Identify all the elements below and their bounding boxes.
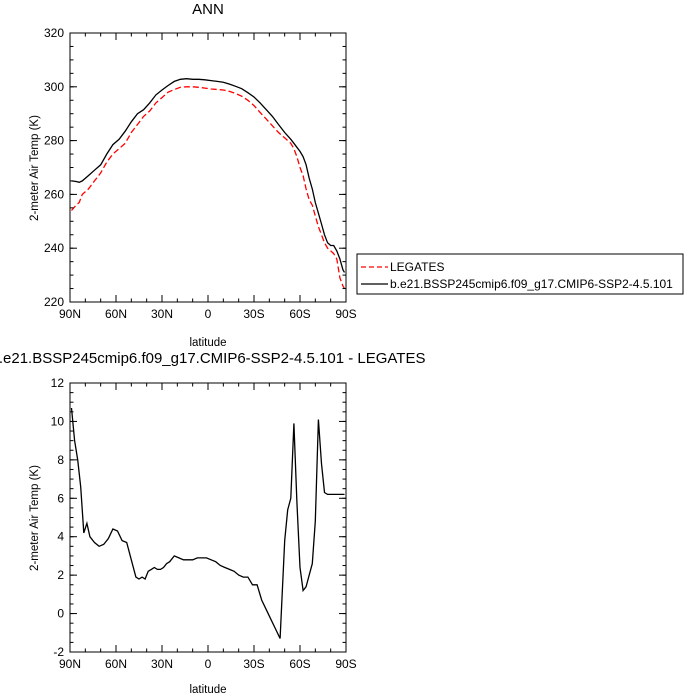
- chart-bottom: b.e21.BSSP245cmip6.f09_g17.CMIP6-SSP2-4.…: [0, 350, 425, 696]
- y-tick-label: 220: [44, 295, 64, 309]
- legend-label-legates: LEGATES: [390, 260, 444, 274]
- x-tick-label: 30N: [151, 307, 173, 321]
- y-tick-label: 260: [44, 187, 64, 201]
- y-tick-label: 0: [57, 607, 64, 621]
- series-line-1-0: [70, 407, 345, 639]
- chart-top: ANN latitude 2-meter Air Temp (K) 90N 60N…: [29, 1, 684, 349]
- y-axis-title-top: 2-meter Air Temp (K): [29, 115, 41, 221]
- y-tick-label: 4: [57, 530, 64, 544]
- x-tick-label: 90N: [59, 657, 81, 671]
- plot-frame-1: [69, 382, 347, 653]
- y-tick-label: -2: [53, 645, 64, 659]
- x-tick-label: 60S: [289, 307, 310, 321]
- x-tick-label: 90S: [335, 657, 356, 671]
- x-tick-label: 30S: [243, 657, 264, 671]
- y-tick-label: 6: [57, 491, 64, 505]
- plot-frame-0: [69, 32, 347, 303]
- y-tick-label: 300: [44, 80, 64, 94]
- y-tick-label: 10: [51, 414, 65, 428]
- legend-label-model: b.e21.BSSP245cmip6.f09_g17.CMIP6-SSP2-4.…: [390, 277, 673, 291]
- series-line-0-0: [71, 86, 346, 289]
- x-tick-label: 30N: [151, 657, 173, 671]
- chart-title-top: ANN: [192, 1, 224, 18]
- y-tick-label: 240: [44, 241, 64, 255]
- y-tick-label: 8: [57, 453, 64, 467]
- x-axis-title-bottom: latitude: [189, 684, 226, 696]
- series-line-0-1: [71, 78, 346, 273]
- y-tick-label: 320: [44, 26, 64, 40]
- x-tick-label: 60N: [105, 307, 127, 321]
- x-tick-label: 0: [205, 657, 212, 671]
- x-tick-label: 0: [205, 307, 212, 321]
- x-axis-title-top: latitude: [189, 337, 226, 349]
- x-tick-label: 90N: [59, 307, 81, 321]
- x-tick-label: 60N: [105, 657, 127, 671]
- y-axis-title-bottom: 2-meter Air Temp (K): [29, 465, 41, 571]
- legend-box: [356, 253, 684, 295]
- legend: LEGATES b.e21.BSSP245cmip6.f09_g17.CMIP6…: [356, 253, 684, 295]
- x-tick-label: 90S: [335, 307, 356, 321]
- x-tick-label: 30S: [243, 307, 264, 321]
- x-tick-label: 60S: [289, 657, 310, 671]
- chart-title-bottom: b.e21.BSSP245cmip6.f09_g17.CMIP6-SSP2-4.…: [0, 350, 425, 367]
- y-tick-label: 2: [57, 568, 64, 582]
- y-tick-label: 280: [44, 134, 64, 148]
- y-tick-label: 12: [51, 376, 65, 390]
